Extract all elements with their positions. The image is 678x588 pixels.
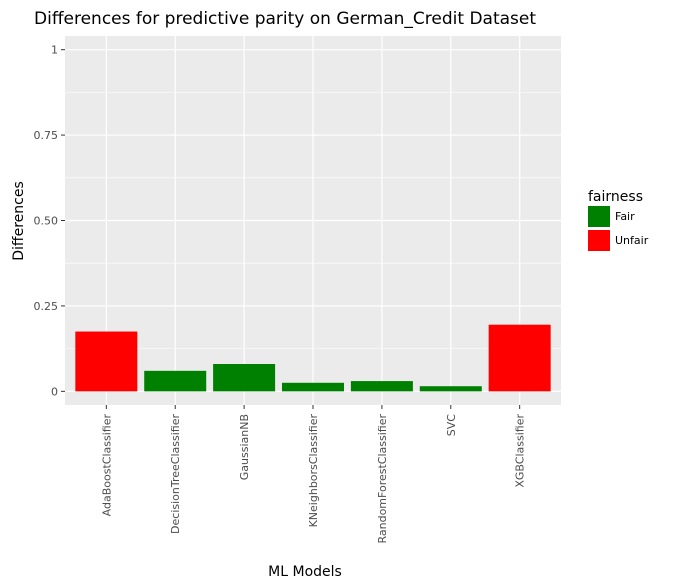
legend-swatch-unfair	[588, 230, 610, 251]
legend-title: fairness	[588, 189, 643, 205]
x-tick-label: SVC	[445, 414, 458, 437]
bar-svc	[419, 386, 482, 392]
y-tick-label: 0.25	[34, 300, 59, 313]
x-tick-label: DecisionTreeClassifier	[169, 414, 182, 534]
x-tick-label: KNeighborsClassifier	[307, 414, 320, 528]
bar-xgbclassifier	[488, 324, 551, 392]
bars	[75, 324, 551, 392]
legend-swatch-fair	[588, 206, 610, 227]
chart-title: Differences for predictive parity on Ger…	[34, 9, 536, 29]
legend-label-unfair: Unfair	[615, 234, 649, 247]
bar-randomforestclassifier	[350, 381, 413, 392]
y-tick-label: 0.50	[34, 215, 59, 228]
bar-adaboostclassifier	[75, 331, 138, 392]
y-tick-label: 1	[51, 44, 58, 57]
x-tick-label: RandomForestClassifier	[376, 414, 389, 544]
legend: fairness Fair Unfair	[588, 189, 649, 251]
x-tick-label: GaussianNB	[238, 414, 251, 480]
y-axis-ticks: 0 0.25 0.50 0.75 1	[34, 44, 65, 398]
bar-kneighborsclassifier	[282, 382, 344, 392]
bar-gaussiannb	[213, 364, 276, 392]
y-axis-title: Differences	[11, 181, 27, 260]
legend-label-fair: Fair	[615, 210, 635, 223]
x-axis-ticks: AdaBoostClassifier DecisionTreeClassifier…	[100, 405, 527, 544]
bar-decisiontreeclassifier	[144, 370, 207, 392]
x-axis-title: ML Models	[268, 564, 342, 580]
y-tick-label: 0.75	[34, 129, 59, 142]
x-tick-label: XGBClassifier	[514, 414, 527, 488]
x-tick-label: AdaBoostClassifier	[100, 414, 113, 517]
y-tick-label: 0	[51, 385, 58, 398]
